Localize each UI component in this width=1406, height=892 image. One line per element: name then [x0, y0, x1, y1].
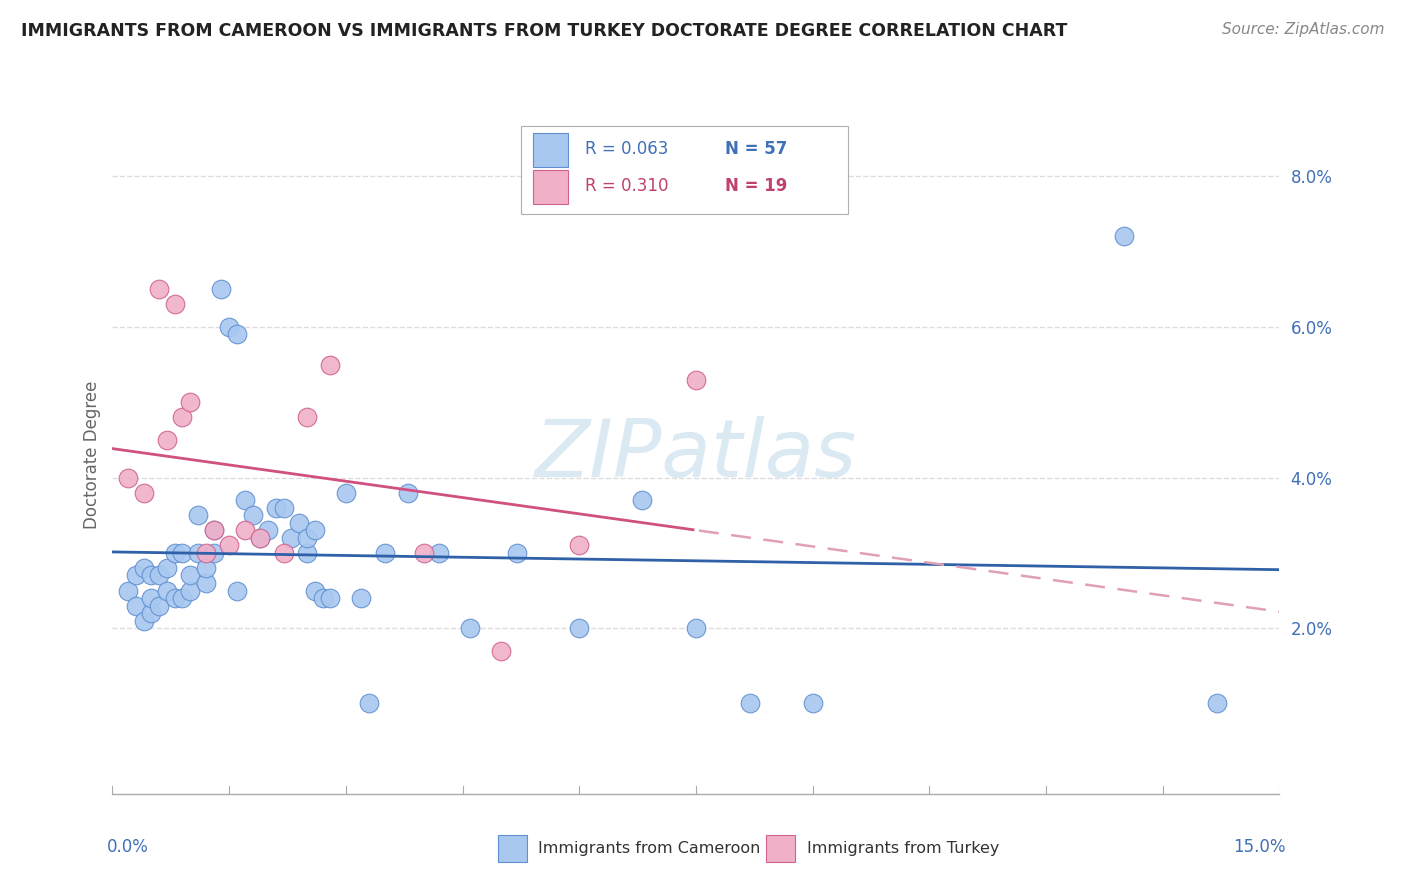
Point: [117, 583, 139, 598]
Point: [125, 568, 148, 582]
Text: Source: ZipAtlas.com: Source: ZipAtlas.com: [1222, 22, 1385, 37]
Point: [740, 697, 762, 711]
Point: [273, 500, 295, 515]
Text: 0.0%: 0.0%: [107, 838, 149, 856]
Point: [148, 282, 170, 296]
Text: IMMIGRANTS FROM CAMEROON VS IMMIGRANTS FROM TURKEY DOCTORATE DEGREE CORRELATION : IMMIGRANTS FROM CAMEROON VS IMMIGRANTS F…: [21, 22, 1067, 40]
Point: [295, 531, 318, 545]
Point: [249, 531, 271, 545]
Text: N = 19: N = 19: [725, 177, 787, 194]
Point: [202, 523, 225, 537]
Point: [427, 546, 450, 560]
Point: [264, 500, 287, 515]
Point: [304, 583, 326, 598]
Point: [288, 516, 311, 530]
Point: [319, 591, 342, 605]
Point: [179, 583, 201, 598]
Point: [218, 319, 240, 334]
Point: [179, 568, 201, 582]
Point: [163, 591, 186, 605]
Point: [801, 697, 824, 711]
Point: [194, 546, 217, 560]
Point: [1112, 229, 1135, 244]
Point: [359, 697, 381, 711]
Point: [685, 621, 707, 635]
Point: [1206, 697, 1229, 711]
Point: [280, 531, 302, 545]
Text: N = 57: N = 57: [725, 139, 787, 158]
Point: [209, 282, 232, 296]
Bar: [766, 835, 796, 862]
Text: R = 0.310: R = 0.310: [585, 177, 669, 194]
Point: [163, 297, 186, 311]
Point: [304, 523, 326, 537]
Point: [202, 546, 225, 560]
Point: [249, 531, 271, 545]
Point: [141, 606, 163, 620]
Point: [148, 599, 170, 613]
Point: [233, 523, 256, 537]
Point: [202, 523, 225, 537]
Point: [172, 410, 194, 425]
Point: [374, 546, 396, 560]
Point: [141, 568, 163, 582]
Point: [295, 546, 318, 560]
Point: [226, 583, 249, 598]
Point: [156, 561, 179, 575]
Point: [311, 591, 333, 605]
Point: [125, 599, 148, 613]
Point: [156, 433, 179, 447]
Y-axis label: Doctorate Degree: Doctorate Degree: [83, 381, 101, 529]
Point: [396, 485, 419, 500]
Point: [412, 546, 434, 560]
Point: [132, 614, 155, 628]
Text: ZIPatlas: ZIPatlas: [534, 416, 858, 494]
Point: [630, 493, 652, 508]
Text: R = 0.063: R = 0.063: [585, 139, 668, 158]
Point: [179, 395, 201, 409]
Point: [685, 373, 707, 387]
Point: [295, 410, 318, 425]
Point: [335, 485, 357, 500]
Bar: [498, 835, 527, 862]
Point: [218, 538, 240, 552]
Point: [187, 508, 209, 523]
Point: [242, 508, 264, 523]
Point: [460, 621, 482, 635]
Point: [273, 546, 295, 560]
Bar: [533, 133, 568, 167]
Point: [194, 561, 217, 575]
Point: [350, 591, 373, 605]
Point: [319, 358, 342, 372]
Point: [568, 538, 591, 552]
Point: [141, 591, 163, 605]
Bar: [533, 170, 568, 204]
Text: 15.0%: 15.0%: [1233, 838, 1285, 856]
Point: [491, 644, 513, 658]
Point: [233, 493, 256, 508]
Point: [506, 546, 529, 560]
Point: [132, 485, 155, 500]
Point: [132, 561, 155, 575]
Point: [172, 591, 194, 605]
Point: [226, 327, 249, 342]
Point: [187, 546, 209, 560]
Text: Immigrants from Cameroon: Immigrants from Cameroon: [538, 840, 761, 855]
Point: [163, 546, 186, 560]
Point: [194, 576, 217, 591]
Point: [568, 621, 591, 635]
Point: [148, 568, 170, 582]
Point: [117, 470, 139, 484]
Text: Immigrants from Turkey: Immigrants from Turkey: [807, 840, 1000, 855]
Point: [156, 583, 179, 598]
Point: [172, 546, 194, 560]
Point: [257, 523, 280, 537]
